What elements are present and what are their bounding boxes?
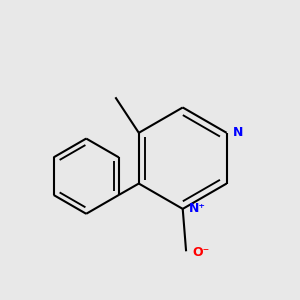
Text: N⁺: N⁺ xyxy=(189,202,206,215)
Text: N: N xyxy=(232,126,243,139)
Text: O⁻: O⁻ xyxy=(192,246,209,260)
